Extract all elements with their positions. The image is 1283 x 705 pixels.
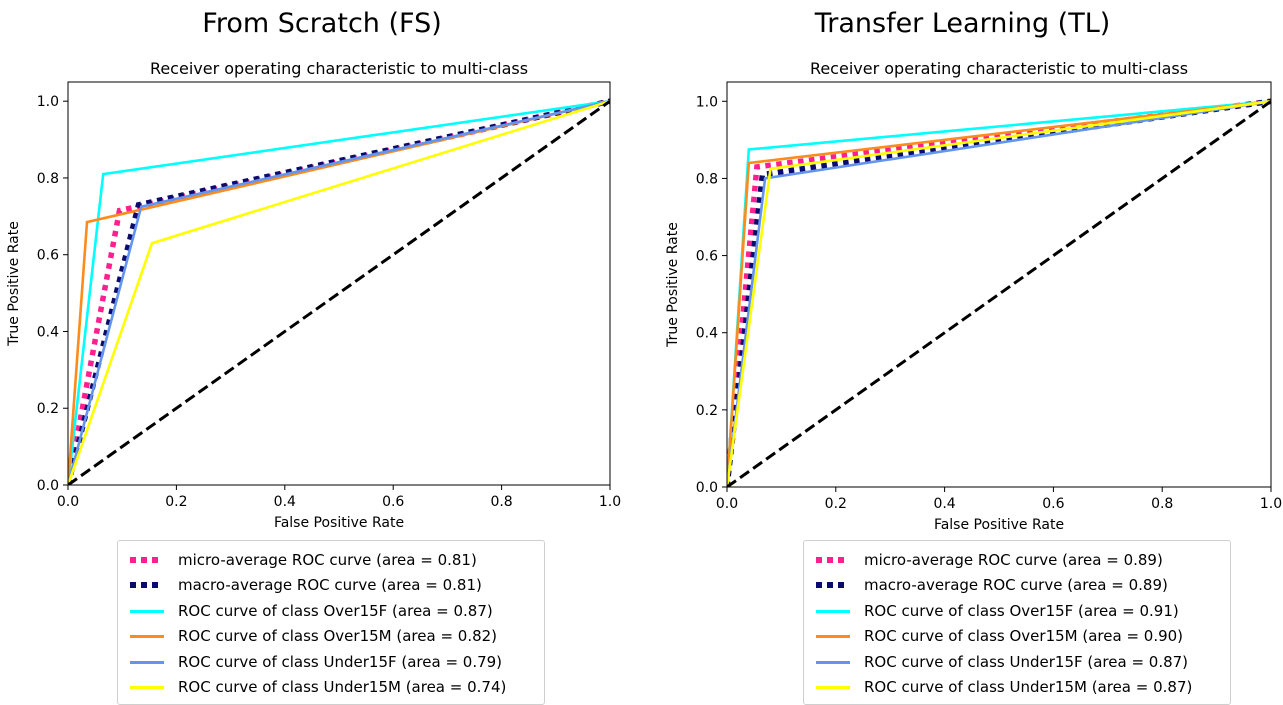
- legend-entry: ROC curve of class Over15M (area = 0.82): [128, 624, 536, 650]
- legend-swatch: [128, 656, 166, 668]
- x-tick-label: 0.0: [716, 496, 738, 512]
- x-tick-label: 0.8: [1151, 496, 1173, 512]
- plot-area: [68, 98, 610, 485]
- x-tick-label: 0.6: [382, 494, 404, 510]
- legend-entry: ROC curve of class Under15F (area = 0.87…: [814, 649, 1222, 675]
- legend-label: ROC curve of class Over15M (area = 0.90): [864, 627, 1184, 646]
- x-tick-label: 0.0: [57, 494, 79, 510]
- x-tick-label: 0.4: [274, 494, 296, 510]
- y-tick-label: 0.4: [696, 326, 718, 342]
- legend-label: ROC curve of class Over15M (area = 0.82): [178, 627, 498, 646]
- legend-entry: ROC curve of class Under15M (area = 0.74…: [128, 675, 536, 701]
- series-line: [68, 98, 610, 485]
- legend-swatch: [814, 630, 852, 642]
- chart-legend: micro-average ROC curve (area = 0.81) mac…: [117, 540, 545, 705]
- y-axis-label: True Positive Rate: [665, 222, 681, 348]
- roc-chart-fs: Receiver operating characteristic to mul…: [6, 59, 621, 531]
- y-tick-label: 0.6: [696, 249, 718, 265]
- legend-swatch: [814, 656, 852, 668]
- legend-entry: ROC curve of class Over15M (area = 0.90): [814, 624, 1222, 650]
- plot-area: [727, 98, 1271, 487]
- y-tick-label: 1.0: [37, 94, 59, 110]
- x-tick-label: 0.6: [1042, 496, 1064, 512]
- axes-frame: [726, 81, 1272, 488]
- legend-entry: ROC curve of class Under15F (area = 0.79…: [128, 649, 536, 675]
- y-tick-label: 0.6: [37, 248, 59, 264]
- series-line: [727, 100, 1271, 487]
- legend-label: ROC curve of class Under15M (area = 0.74…: [178, 678, 507, 697]
- legend-label: macro-average ROC curve (area = 0.81): [178, 576, 482, 595]
- chance-line: [727, 100, 1271, 487]
- legend-label: ROC curve of class Over15F (area = 0.91): [864, 601, 1179, 620]
- legend-entry: ROC curve of class Over15F (area = 0.87): [128, 598, 536, 624]
- series-line: [727, 98, 1271, 487]
- x-axis-label: False Positive Rate: [274, 515, 404, 531]
- legend-swatch: [128, 605, 166, 617]
- legend-swatch: [814, 605, 852, 617]
- x-tick-label: 0.4: [933, 496, 955, 512]
- legend-label: micro-average ROC curve (area = 0.89): [864, 550, 1163, 569]
- legend-label: ROC curve of class Under15F (area = 0.79…: [178, 652, 503, 671]
- legend-entry: micro-average ROC curve (area = 0.81): [128, 547, 536, 573]
- series-line: [68, 99, 610, 485]
- legend-swatch: [814, 579, 852, 591]
- series-line: [68, 98, 610, 485]
- series-line: [727, 100, 1271, 487]
- legend-entry: ROC curve of class Over15F (area = 0.91): [814, 598, 1222, 624]
- legend-entry: macro-average ROC curve (area = 0.81): [128, 573, 536, 599]
- legend-swatch: [814, 681, 852, 693]
- x-tick-label: 0.2: [825, 496, 847, 512]
- chart-panel-fs: From Scratch (FS) Receiver operating cha…: [0, 0, 640, 705]
- legend-label: macro-average ROC curve (area = 0.89): [864, 576, 1168, 595]
- legend-label: micro-average ROC curve (area = 0.81): [178, 550, 477, 569]
- series-line: [68, 99, 610, 485]
- y-tick-label: 0.4: [37, 324, 59, 340]
- legend-swatch: [814, 554, 852, 566]
- legend-swatch: [128, 681, 166, 693]
- series-line: [68, 99, 610, 485]
- y-tick-label: 0.8: [696, 171, 718, 187]
- chart-subtitle: Receiver operating characteristic to mul…: [150, 59, 528, 78]
- chart-title: Transfer Learning (TL): [814, 8, 1111, 39]
- legend-label: ROC curve of class Under15M (area = 0.87…: [864, 678, 1193, 697]
- y-tick-label: 0.0: [696, 480, 718, 496]
- legend-label: ROC curve of class Under15F (area = 0.87…: [864, 652, 1189, 671]
- y-tick-label: 0.2: [37, 401, 59, 417]
- legend-entry: macro-average ROC curve (area = 0.89): [814, 573, 1222, 599]
- x-tick-label: 0.2: [165, 494, 187, 510]
- chart-panel-tl: Transfer Learning (TL) Receiver operatin…: [640, 0, 1283, 705]
- x-tick-label: 1.0: [599, 494, 621, 510]
- roc-chart-tl: Receiver operating characteristic to mul…: [665, 59, 1282, 533]
- chance-line: [68, 99, 610, 485]
- x-tick-label: 0.8: [490, 494, 512, 510]
- legend-entry: ROC curve of class Under15M (area = 0.87…: [814, 675, 1222, 701]
- y-axis-label: True Positive Rate: [6, 221, 22, 347]
- y-tick-label: 0.0: [37, 478, 59, 494]
- legend-entry: micro-average ROC curve (area = 0.89): [814, 547, 1222, 573]
- legend-swatch: [128, 579, 166, 591]
- y-tick-label: 0.8: [37, 171, 59, 187]
- legend-swatch: [128, 554, 166, 566]
- chart-legend: micro-average ROC curve (area = 0.89) mac…: [803, 540, 1231, 705]
- x-axis-label: False Positive Rate: [934, 517, 1064, 533]
- chart-title: From Scratch (FS): [202, 8, 442, 39]
- legend-swatch: [128, 630, 166, 642]
- series-line: [727, 100, 1271, 487]
- axes-frame: [67, 81, 611, 486]
- x-tick-label: 1.0: [1260, 496, 1282, 512]
- y-tick-label: 1.0: [696, 94, 718, 110]
- y-tick-label: 0.2: [696, 403, 718, 419]
- legend-label: ROC curve of class Over15F (area = 0.87): [178, 601, 493, 620]
- chart-subtitle: Receiver operating characteristic to mul…: [810, 59, 1188, 78]
